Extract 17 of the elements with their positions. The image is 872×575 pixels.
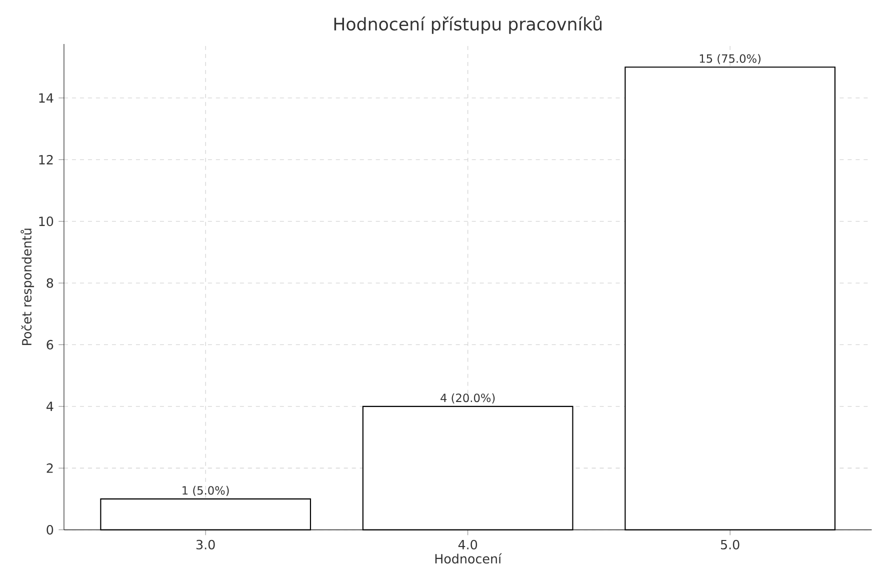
y-tick-label: 0 — [46, 525, 54, 535]
x-axis-title: Hodnocení — [435, 553, 502, 564]
y-axis-title: Počet respondentů — [20, 228, 34, 346]
x-tick-label: 3.0 — [196, 540, 215, 550]
y-tick-label: 10 — [39, 216, 54, 226]
chart-title: Hodnocení přístupu pracovníků — [334, 16, 602, 34]
data-label: 15 (75.0%) — [700, 54, 760, 64]
y-tick-label: 6 — [46, 340, 54, 350]
x-tick-label: 5.0 — [720, 540, 740, 550]
data-label: 1 (5.0%) — [182, 486, 229, 496]
y-tick-label: 2 — [46, 464, 53, 473]
y-tick-label: 8 — [46, 278, 54, 288]
x-tick-label: 4.0 — [458, 540, 478, 550]
y-tick-label: 14 — [39, 93, 54, 103]
data-label: 4 (20.0%) — [440, 394, 495, 404]
y-tick-label: 12 — [39, 155, 53, 164]
y-tick-label: 4 — [46, 402, 54, 412]
